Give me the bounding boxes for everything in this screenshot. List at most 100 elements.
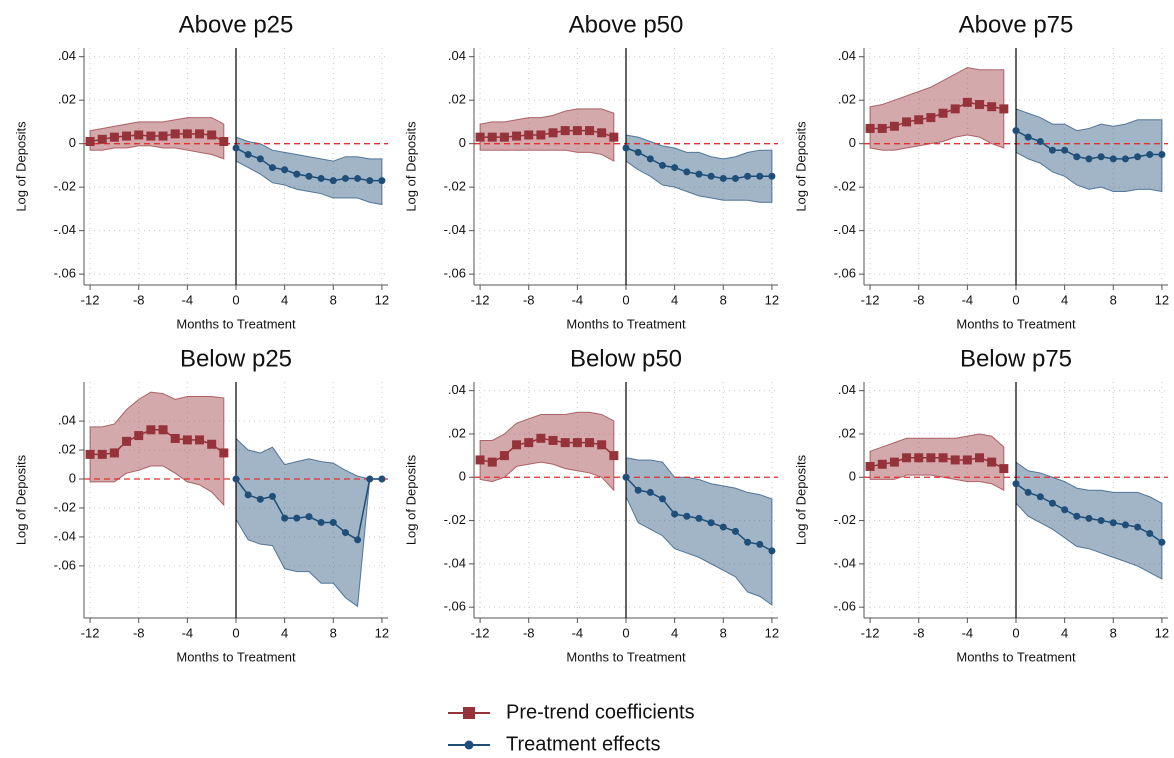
point [146, 425, 156, 435]
y-tick-label: -.04 [834, 555, 856, 570]
point [475, 132, 485, 142]
point [548, 435, 558, 445]
point [134, 130, 144, 140]
point [634, 148, 642, 156]
x-tick-label: -4 [182, 292, 194, 307]
point [1121, 521, 1129, 529]
point [731, 527, 739, 535]
point [1134, 523, 1142, 531]
x-tick-label: -12 [861, 625, 880, 640]
point [1109, 155, 1117, 163]
point [609, 451, 619, 461]
point [536, 433, 546, 443]
point [1036, 137, 1044, 145]
point [122, 436, 132, 446]
point [926, 113, 936, 123]
point [244, 491, 252, 499]
y-tick-label: -.06 [444, 599, 466, 614]
point [207, 439, 217, 449]
point [170, 129, 180, 139]
x-tick-label: 0 [232, 625, 239, 640]
point [975, 453, 985, 463]
point [1097, 517, 1105, 525]
point [756, 540, 764, 548]
point [609, 132, 619, 142]
panel: .04 .02 0 -.02 -.04 -.06 -12 -8 -4 0 4 8 12 Above p75… [793, 11, 1169, 331]
x-tick-label: 4 [281, 292, 288, 307]
point [366, 177, 374, 185]
y-tick-label: -.02 [444, 179, 466, 194]
point [317, 518, 325, 526]
point [170, 433, 180, 443]
point [1158, 151, 1166, 159]
y-axis-label: Log of Deposits [13, 121, 28, 212]
panel-title: Below p25 [180, 345, 292, 372]
point [1085, 155, 1093, 163]
x-tick-label: -8 [523, 292, 535, 307]
ci-band [89, 117, 225, 160]
panel: .04 .02 0 -.02 -.04 -.06 -12 -8 -4 0 4 8 12 Above p25… [13, 11, 389, 331]
x-tick-label: -12 [471, 292, 490, 307]
legend-marker [463, 707, 475, 719]
point [1048, 499, 1056, 507]
point [548, 128, 558, 138]
point [646, 155, 654, 163]
point [683, 168, 691, 176]
y-tick-label: -.04 [54, 222, 76, 237]
y-tick-label: -.02 [834, 512, 856, 527]
panel: .04 .02 0 -.02 -.04 -.06 -12 -8 -4 0 4 8 12 Below p50… [403, 345, 779, 664]
x-tick-label: -4 [572, 625, 584, 640]
point [487, 457, 497, 467]
point [207, 130, 217, 140]
y-axis-label: Log of Deposits [403, 121, 418, 212]
point [281, 514, 289, 522]
x-tick-label: 0 [232, 292, 239, 307]
point [354, 536, 362, 544]
x-tick-label: -12 [81, 292, 100, 307]
point [622, 473, 630, 481]
legend-label: Pre-trend coefficients [506, 701, 695, 723]
point [499, 451, 509, 461]
point [865, 461, 875, 471]
point [305, 513, 313, 521]
x-tick-label: 12 [765, 292, 779, 307]
point [366, 475, 374, 483]
panel-title: Above p25 [179, 11, 294, 38]
y-tick-label: .04 [838, 382, 856, 397]
point [744, 538, 752, 546]
x-tick-label: 0 [1012, 625, 1019, 640]
point [536, 130, 546, 140]
point [293, 170, 301, 178]
y-tick-label: 0 [849, 469, 856, 484]
point [329, 177, 337, 185]
point [731, 174, 739, 182]
x-axis-label: Months to Treatment [956, 649, 1076, 664]
point [560, 126, 570, 136]
point [1121, 155, 1129, 163]
point [671, 510, 679, 518]
point [1097, 153, 1105, 161]
panel-title: Below p50 [570, 345, 682, 372]
y-tick-label: .02 [838, 425, 856, 440]
point [1012, 127, 1020, 135]
x-tick-label: 4 [1061, 292, 1068, 307]
point [877, 459, 887, 469]
point [232, 475, 240, 483]
x-tick-label: -8 [523, 625, 535, 640]
point [244, 151, 252, 159]
point [744, 172, 752, 180]
point [1048, 146, 1056, 154]
x-tick-label: -12 [861, 292, 880, 307]
point [585, 438, 595, 448]
point [585, 126, 595, 136]
x-tick-label: -4 [962, 292, 974, 307]
x-axis-label: Months to Treatment [956, 316, 1076, 331]
x-axis-label: Months to Treatment [566, 649, 686, 664]
point [1024, 488, 1032, 496]
point [719, 523, 727, 531]
y-tick-label: 0 [459, 469, 466, 484]
point [524, 130, 534, 140]
point [158, 425, 168, 435]
point [146, 131, 156, 141]
point [962, 97, 972, 107]
